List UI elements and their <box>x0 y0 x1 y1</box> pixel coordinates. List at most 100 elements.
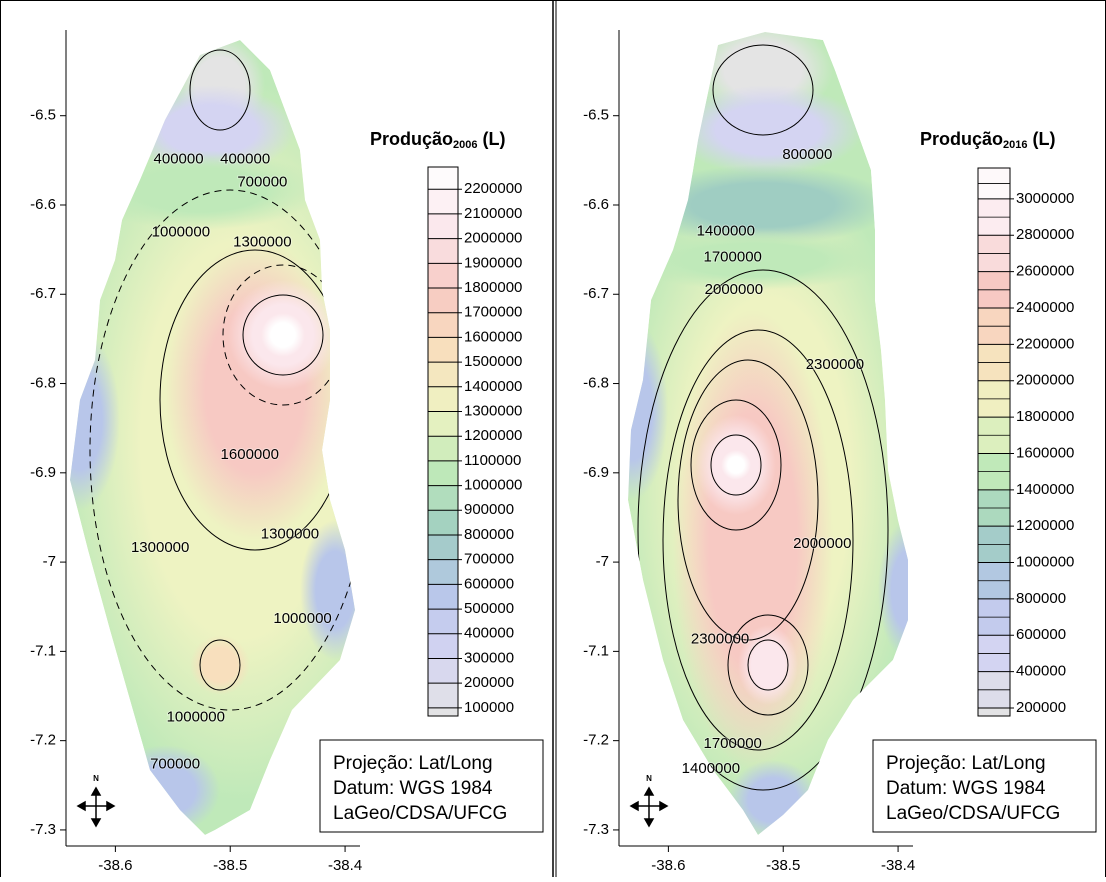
info-line: Datum: WGS 1984 <box>333 778 493 799</box>
colorbar-label: 1400000 <box>1016 481 1074 498</box>
colorbar-label: 1900000 <box>464 254 522 271</box>
title-unit: (L) <box>483 129 506 149</box>
colorbar-cell <box>428 460 458 486</box>
colorbar-cell <box>428 707 458 716</box>
colorbar-cell <box>428 288 458 313</box>
title-sub: 2016 <box>1003 139 1027 151</box>
contour-line <box>710 434 762 496</box>
contour-label: 700000 <box>150 756 200 773</box>
colorbar-label: 3000000 <box>1016 190 1074 207</box>
field-blob <box>673 85 863 175</box>
field-blob <box>728 760 818 835</box>
field-blob <box>738 625 798 705</box>
title-main: Produção <box>370 129 453 149</box>
y-tick-label: -6.8 <box>583 375 609 392</box>
colorbar-cell <box>428 559 458 585</box>
y-tick-label: -7 <box>43 553 56 570</box>
x-tick-label: -38.5 <box>766 857 800 874</box>
y-tick-label: -6.8 <box>30 375 56 392</box>
colorbar-label: 200000 <box>464 674 514 691</box>
x-tick-label: -38.6 <box>98 857 132 874</box>
x-tick-label: -38.6 <box>651 857 685 874</box>
y-tick-label: -6.5 <box>583 107 609 124</box>
contour-label: 800000 <box>782 146 832 163</box>
colorbar-label: 1500000 <box>464 353 522 370</box>
y-tick-label: -6.6 <box>30 196 56 213</box>
colorbar-cell <box>978 708 1010 716</box>
contour-line <box>690 399 782 531</box>
map-panel: -6.5 -6.6 -6.7 -6.8 -6.9 -7 -7.1 -7.2 -7.3 -38.6 -… <box>30 30 544 874</box>
contour-label: 1400000 <box>682 760 740 777</box>
colorbar-cell <box>428 167 458 190</box>
colorbar-cell <box>428 534 458 560</box>
y-tick-label: -6.7 <box>30 285 56 302</box>
contour-line <box>637 269 889 791</box>
info-box <box>872 739 1097 833</box>
x-tick-label: -38.5 <box>213 857 247 874</box>
contour-label: 1300000 <box>233 233 291 250</box>
info-line: LaGeo/CDSA/UFCG <box>886 803 1060 824</box>
contour-label: 1000000 <box>273 610 331 627</box>
colorbar-cell <box>428 337 458 363</box>
map-panel: -6.5 -6.6 -6.7 -6.8 -6.9 -7 -7.1 -7.2 -7.3 -38.6 -… <box>583 30 1097 874</box>
field-blob <box>633 165 893 245</box>
colorbar-label: 1600000 <box>464 328 522 345</box>
y-tick-label: -7.3 <box>30 821 56 838</box>
colorbar-label: 400000 <box>1016 663 1066 680</box>
colorbar-cell <box>428 411 458 437</box>
colorbar-label: 1000000 <box>464 477 522 494</box>
colorbar-label: 300000 <box>464 649 514 666</box>
colorbar-cell <box>428 633 458 659</box>
colorbar-frame <box>427 166 459 717</box>
legend-title: Produção2016 (L) <box>920 129 1056 151</box>
colorbar-frame <box>977 167 1011 717</box>
y-tick-label: -7.1 <box>30 642 56 659</box>
colorbar-label: 900000 <box>464 501 514 518</box>
x-tick-label: -38.4 <box>881 857 915 874</box>
colorbar-label: 100000 <box>464 699 514 716</box>
field-blob <box>628 230 883 290</box>
y-tick-label: -6.6 <box>583 196 609 213</box>
legend-title: Produção2006 (L) <box>370 129 506 151</box>
colorbar-cell <box>428 436 458 461</box>
x-tick-label: -38.4 <box>328 857 362 874</box>
colorbar-label: 1600000 <box>1016 444 1074 461</box>
colorbar-label: 1800000 <box>1016 408 1074 425</box>
contour-label: 1000000 <box>167 708 225 725</box>
info-line: Projeção: Lat/Long <box>886 753 1046 774</box>
colorbar-label: 700000 <box>464 551 514 568</box>
y-tick-label: -6.9 <box>30 464 56 481</box>
contour-line <box>662 329 854 751</box>
y-tick-label: -6.5 <box>30 107 56 124</box>
north-arrow <box>629 786 669 828</box>
colorbar-cell <box>428 658 458 684</box>
contour-label: 1700000 <box>703 249 761 266</box>
contour-line <box>242 294 324 376</box>
contour-label: 1400000 <box>697 223 755 240</box>
colorbar-label: 2600000 <box>1016 263 1074 280</box>
y-tick-label: -6.7 <box>583 285 609 302</box>
colorbar-label: 2100000 <box>464 205 522 222</box>
colorbar-cell <box>428 189 458 214</box>
colorbar-cell <box>428 609 458 634</box>
contour-line <box>712 44 814 136</box>
contour-label: 1600000 <box>221 446 279 463</box>
colorbar-label: 2200000 <box>464 180 522 197</box>
y-tick-label: -7.1 <box>583 642 609 659</box>
contour-label: 700000 <box>237 174 287 191</box>
title-unit: (L) <box>1033 129 1056 149</box>
field-blob <box>878 520 908 660</box>
field-blob <box>70 330 120 510</box>
colorbar-cell <box>428 584 458 610</box>
north-arrow <box>76 786 116 828</box>
colorbar-label: 1800000 <box>464 279 522 296</box>
contour-label: 2300000 <box>691 631 749 648</box>
north-label: N <box>93 774 99 783</box>
colorbar-label: 1100000 <box>464 452 521 469</box>
contour-label: 2000000 <box>793 535 851 552</box>
colorbar-label: 2800000 <box>1016 226 1074 243</box>
contour-label: 1000000 <box>152 224 210 241</box>
colorbar-label: 1700000 <box>464 304 522 321</box>
title-main: Produção <box>920 129 1003 149</box>
contour-line <box>189 49 251 131</box>
